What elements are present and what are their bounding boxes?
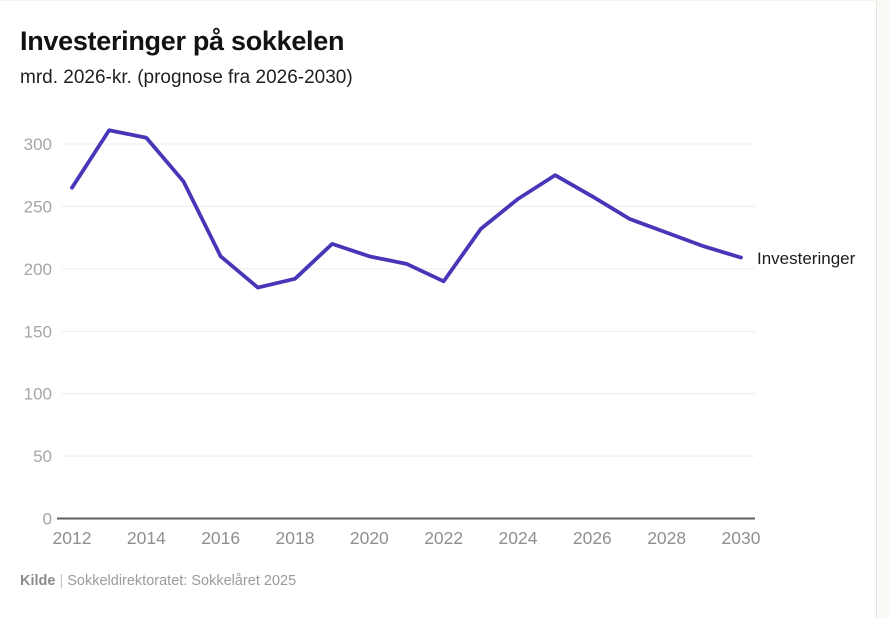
x-tick-label: 2030 bbox=[722, 528, 761, 548]
x-tick-label: 2016 bbox=[201, 528, 240, 548]
x-tick-label: 2018 bbox=[276, 528, 315, 548]
series-label-investeringer: Investeringer bbox=[757, 249, 856, 268]
source-separator: | bbox=[59, 573, 64, 589]
x-tick-label: 2014 bbox=[127, 528, 166, 548]
y-tick-label: 300 bbox=[24, 135, 52, 154]
x-tick-label: 2012 bbox=[53, 528, 92, 548]
x-tick-label: 2026 bbox=[573, 528, 612, 548]
y-tick-label: 100 bbox=[24, 385, 52, 404]
x-tick-label: 2024 bbox=[499, 528, 538, 548]
y-tick-label: 200 bbox=[24, 260, 52, 279]
x-tick-label: 2028 bbox=[647, 528, 686, 548]
chart-gridlines bbox=[57, 143, 755, 520]
chart-title: Investeringer på sokkelen bbox=[20, 26, 345, 56]
source-line: Kilde | Sokkeldirektoratet: Sokkelåret 202… bbox=[20, 573, 296, 589]
source-label: Kilde bbox=[20, 573, 56, 589]
chart-x-tick-labels: 2012 2014 2016 2018 2020 2022 2024 2026 2028 2030 bbox=[53, 528, 761, 548]
chart-subtitle: mrd. 2026-kr. (prognose fra 2026-2030) bbox=[20, 67, 353, 88]
x-tick-label: 2020 bbox=[350, 528, 389, 548]
y-tick-label: 0 bbox=[43, 510, 52, 529]
source-text: Sokkeldirektoratet: Sokkelåret 2025 bbox=[67, 573, 297, 589]
y-tick-label: 150 bbox=[24, 322, 52, 341]
y-tick-label: 250 bbox=[24, 197, 52, 216]
x-tick-label: 2022 bbox=[424, 528, 463, 548]
investeringer-line bbox=[70, 128, 743, 290]
chart-y-tick-labels: 0 50 100 150 200 250 300 bbox=[24, 135, 52, 529]
y-tick-label: 50 bbox=[33, 447, 52, 466]
